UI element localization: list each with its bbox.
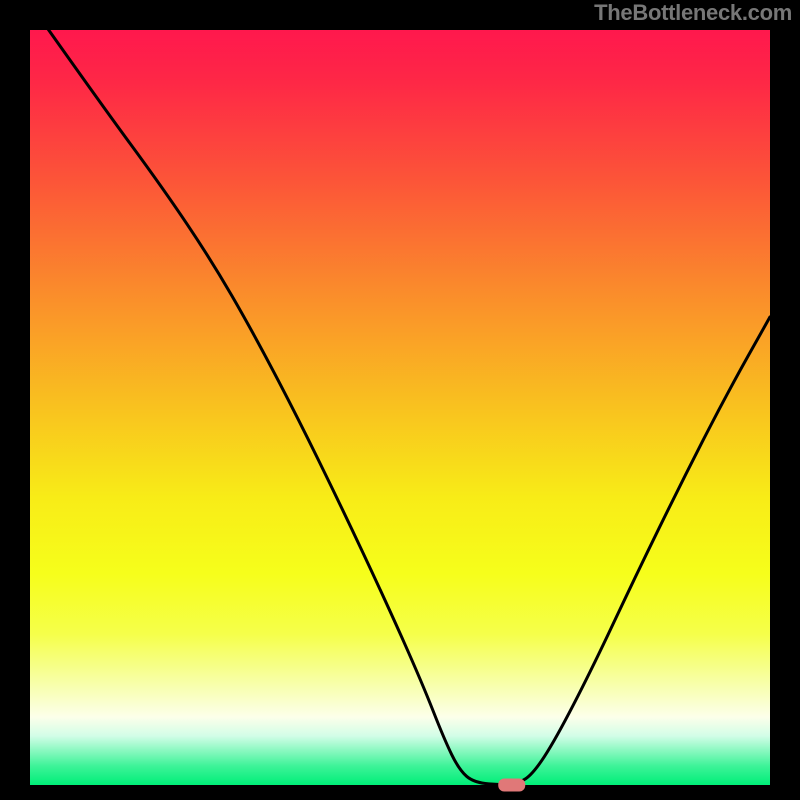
optimal-marker: [498, 779, 525, 792]
chart-container: TheBottleneck.com: [0, 0, 800, 800]
bottleneck-chart: [0, 0, 800, 800]
watermark-text: TheBottleneck.com: [594, 0, 792, 26]
chart-background-gradient: [30, 30, 770, 785]
